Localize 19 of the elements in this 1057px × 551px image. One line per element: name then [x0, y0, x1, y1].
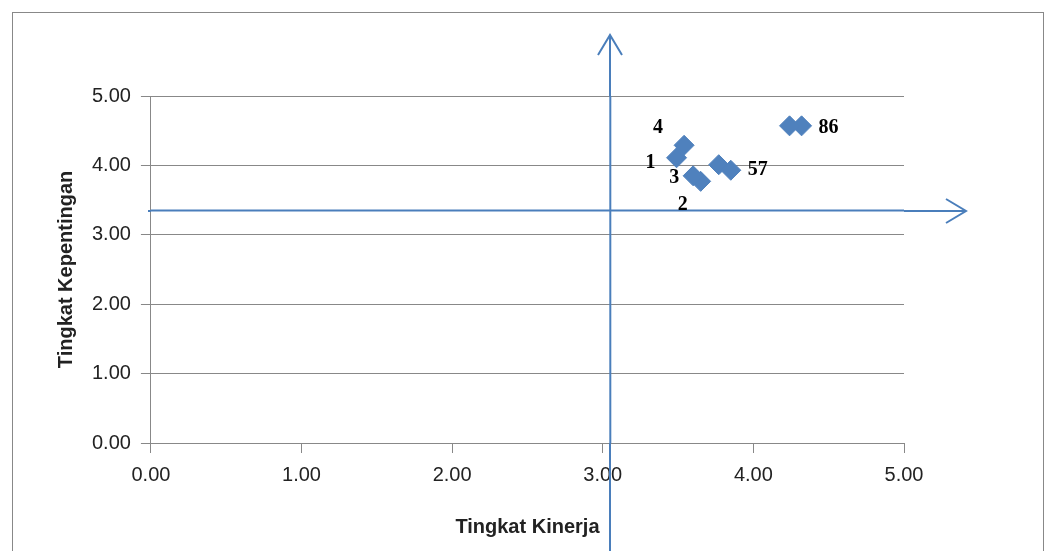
annotation: 3 — [669, 164, 680, 187]
y-tick-label: 4.00 — [91, 152, 131, 175]
annotation: 1 — [645, 149, 656, 172]
annotation: 57 — [747, 157, 768, 180]
y-tick-label: 1.00 — [91, 361, 131, 384]
x-tick-label: 4.00 — [733, 462, 773, 485]
y-tick-label: 2.00 — [91, 291, 131, 314]
x-tick-label: 1.00 — [282, 462, 322, 485]
y-axis-title: Tingkat Kepentingan — [53, 170, 76, 369]
y-tick-label: 3.00 — [91, 222, 131, 245]
x-tick-label: 2.00 — [432, 462, 472, 485]
y-tick-label: 0.00 — [91, 430, 131, 453]
x-axis-title: Tingkat Kinerja — [455, 514, 601, 537]
x-tick-label: 0.00 — [131, 462, 171, 485]
annotation: 4 — [653, 115, 664, 138]
x-tick-label: 5.00 — [884, 462, 924, 485]
y-tick-label: 5.00 — [91, 83, 131, 106]
annotation: 86 — [818, 115, 839, 138]
annotation: 2 — [677, 191, 688, 214]
